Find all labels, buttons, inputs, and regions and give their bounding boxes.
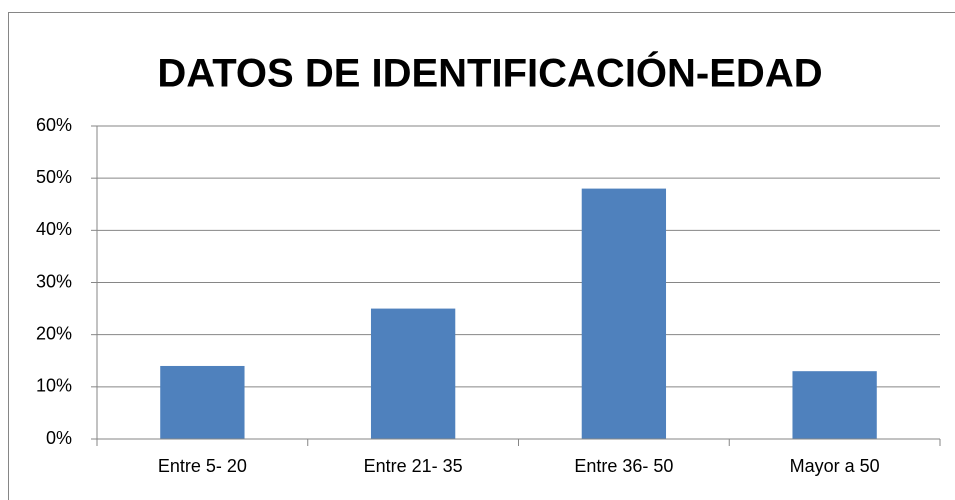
bar xyxy=(792,371,877,439)
x-tick-label: Entre 36- 50 xyxy=(574,456,673,476)
x-tick-label: Entre 5- 20 xyxy=(158,456,247,476)
chart-title: DATOS DE IDENTIFICACIÓN-EDAD xyxy=(157,50,822,96)
y-tick-label: 60% xyxy=(36,115,72,135)
bar xyxy=(160,365,245,439)
y-tick-label: 50% xyxy=(36,167,72,187)
x-tick-label: Entre 21- 35 xyxy=(364,456,463,476)
y-tick-label: 20% xyxy=(36,323,72,343)
x-tick-label: Mayor a 50 xyxy=(790,456,880,476)
bar xyxy=(581,188,667,439)
y-tick-label: 0% xyxy=(46,428,72,448)
y-tick-label: 40% xyxy=(36,219,72,239)
bar xyxy=(370,308,456,439)
y-tick-label: 30% xyxy=(36,271,72,291)
y-tick-label: 10% xyxy=(36,376,72,396)
chart-frame xyxy=(8,12,955,500)
